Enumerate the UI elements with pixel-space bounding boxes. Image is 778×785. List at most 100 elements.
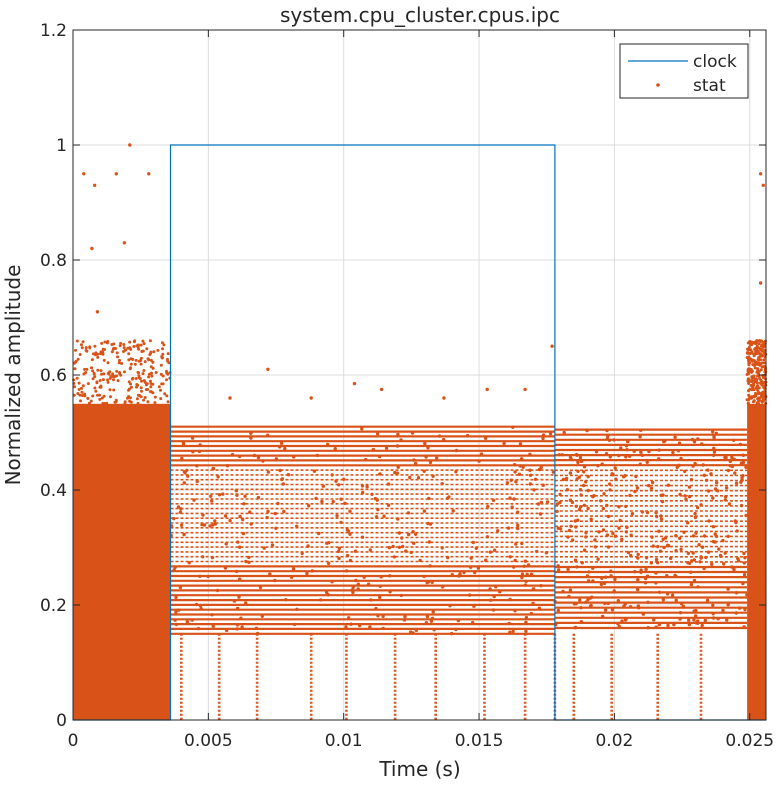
stat-point <box>454 470 458 474</box>
stat-point <box>513 609 517 613</box>
stat-point <box>612 589 616 593</box>
stat-point <box>747 363 751 367</box>
stat-point <box>698 560 702 564</box>
stat-point <box>151 360 155 364</box>
stat-point <box>593 545 598 549</box>
stat-point <box>386 503 391 507</box>
stat-point <box>679 602 684 606</box>
stat-point <box>371 447 375 452</box>
stat-point <box>201 513 205 517</box>
stat-point <box>238 577 242 581</box>
stat-point <box>141 372 145 376</box>
stat-point <box>715 489 720 493</box>
stat-point <box>456 618 461 623</box>
stat-point <box>575 565 579 569</box>
stat-point <box>624 504 628 509</box>
stat-point <box>270 543 275 547</box>
stat-point <box>568 498 573 502</box>
stat-point <box>743 556 747 560</box>
stat-outlier-point <box>95 310 100 314</box>
stat-point <box>148 339 152 343</box>
stat-point <box>608 488 612 492</box>
stat-point <box>722 562 726 566</box>
stat-point <box>312 469 317 473</box>
stat-outlier-point <box>523 387 527 392</box>
stat-point <box>349 622 353 626</box>
stat-point <box>217 493 222 497</box>
stat-point <box>157 385 161 389</box>
stat-point <box>426 446 430 450</box>
stat-point <box>519 457 524 461</box>
stat-point <box>606 434 610 438</box>
stat-point <box>699 555 703 559</box>
stat-point <box>381 614 385 618</box>
stat-point <box>326 561 331 566</box>
stat-point <box>198 604 203 608</box>
stat-point <box>636 556 640 560</box>
stat-point <box>582 483 586 488</box>
stat-point <box>585 428 589 433</box>
stat-point <box>118 344 122 348</box>
stat-point <box>645 510 650 515</box>
stat-point <box>118 358 121 362</box>
stat-point <box>613 577 617 582</box>
stat-point <box>695 506 700 510</box>
stat-point <box>276 501 280 506</box>
stat-point <box>647 483 651 488</box>
stat-point <box>78 393 82 397</box>
stat-outlier-point <box>309 396 313 400</box>
stat-point <box>167 361 171 365</box>
stat-point <box>376 614 380 618</box>
stat-point <box>674 534 678 538</box>
stat-point <box>605 503 609 508</box>
stat-point <box>174 610 178 614</box>
stat-point <box>605 428 609 433</box>
stat-point <box>258 585 263 590</box>
stat-point <box>741 453 745 457</box>
stat-point <box>221 492 225 496</box>
stat-point <box>334 479 338 483</box>
stat-point <box>378 472 382 476</box>
stat-point <box>474 546 478 550</box>
stat-point <box>576 469 580 473</box>
stat-point <box>624 444 629 448</box>
stat-point <box>730 455 734 460</box>
stat-point <box>135 397 139 401</box>
stat-point <box>752 388 756 392</box>
stat-point <box>295 524 299 528</box>
stat-point <box>199 607 203 611</box>
stat-point <box>186 474 190 478</box>
stat-point <box>570 500 575 505</box>
stat-point <box>608 482 612 486</box>
stat-point <box>522 564 526 568</box>
stat-point <box>696 585 700 589</box>
stat-point <box>755 381 759 385</box>
legend: clock stat <box>619 43 749 99</box>
stat-point <box>561 589 565 594</box>
stat-point <box>256 455 261 460</box>
stat-point <box>514 480 518 484</box>
stat-point <box>129 362 133 366</box>
stat-point <box>555 509 559 514</box>
stat-point <box>524 620 528 625</box>
stat-point <box>450 573 454 577</box>
stat-point <box>739 503 744 508</box>
stat-point <box>747 345 751 349</box>
stat-point <box>127 388 130 392</box>
stat-point <box>754 340 758 344</box>
stat-point <box>195 464 199 468</box>
stat-point <box>424 621 429 625</box>
stat-point <box>397 531 401 535</box>
stat-point <box>762 340 765 344</box>
stat-point <box>693 511 697 516</box>
stat-point <box>129 400 133 404</box>
stat-point <box>532 488 536 492</box>
stat-point <box>283 446 287 451</box>
stat-point <box>143 360 147 364</box>
stat-point <box>672 622 676 627</box>
stat-point <box>626 550 631 555</box>
stat-point <box>577 475 581 479</box>
stat-point <box>576 460 580 465</box>
stat-point <box>747 348 751 351</box>
stat-point <box>379 575 383 579</box>
